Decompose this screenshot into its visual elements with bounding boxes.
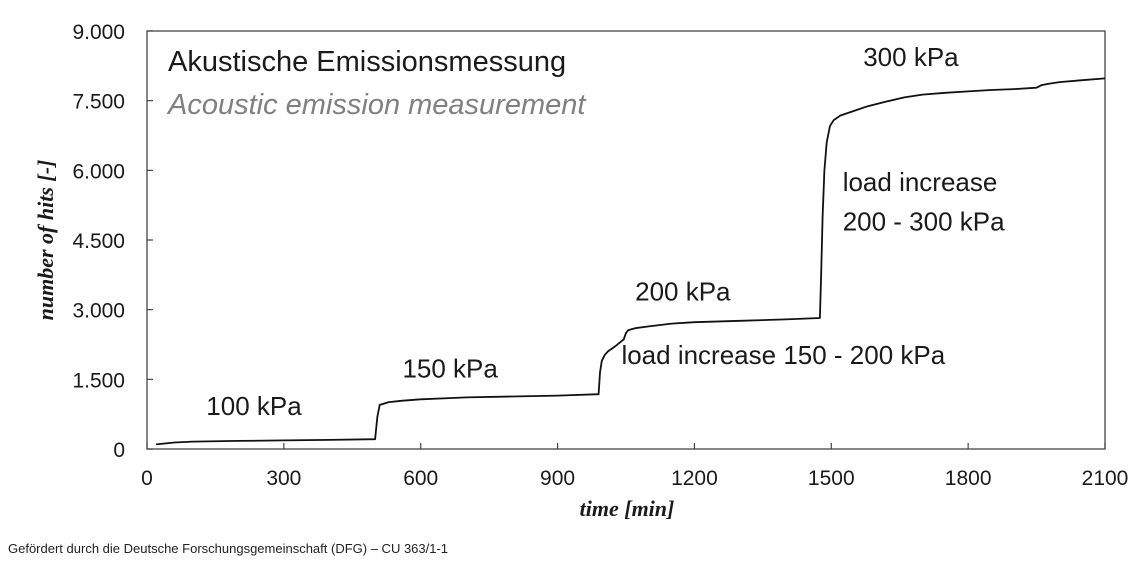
acoustic-emission-chart: 0 300 600 900 1200 1500 1800 2100 0 1.500 3.000 4.5… — [33, 21, 1128, 521]
x-axis-title: time [min] — [580, 496, 675, 521]
y-tick-label: 0 — [113, 439, 125, 462]
x-tick-label: 1800 — [945, 467, 992, 490]
annotation-label: 200 - 300 kPa — [843, 207, 1005, 237]
series-line — [156, 77, 1106, 446]
x-tick-label: 0 — [141, 467, 153, 490]
y-tick-label: 9.000 — [72, 21, 125, 44]
annotation-label: 150 kPa — [402, 353, 498, 383]
x-tick-label: 900 — [540, 467, 575, 490]
x-tick-label: 600 — [403, 467, 438, 490]
annotation-label: load increase — [843, 167, 998, 197]
annotation-label: 100 kPa — [206, 391, 302, 421]
y-axis-title: number of hits [-] — [33, 160, 58, 321]
x-tick-label: 1500 — [808, 467, 855, 490]
x-tick-label: 1200 — [671, 467, 718, 490]
y-tick-label: 1.500 — [72, 369, 125, 392]
y-tick-label: 4.500 — [72, 230, 125, 253]
y-tick-label: 7.500 — [72, 91, 125, 114]
x-tick-label: 300 — [266, 467, 301, 490]
annotation-label: load increase 150 - 200 kPa — [621, 340, 945, 370]
x-tick-label: 2100 — [1082, 467, 1129, 490]
plot-area: 0 300 600 900 1200 1500 1800 2100 0 1.500 3.000 4.5… — [72, 21, 1128, 490]
y-tick-label: 3.000 — [72, 300, 125, 323]
annotation-label: 300 kPa — [863, 42, 959, 72]
annotation-label: 200 kPa — [635, 276, 731, 306]
chart-subtitle: Acoustic emission measurement — [166, 89, 587, 121]
chart-title: Akustische Emissionsmessung — [168, 46, 566, 78]
funding-footer: Gefördert durch die Deutsche Forschungsg… — [8, 541, 449, 556]
y-tick-label: 6.000 — [72, 160, 125, 183]
